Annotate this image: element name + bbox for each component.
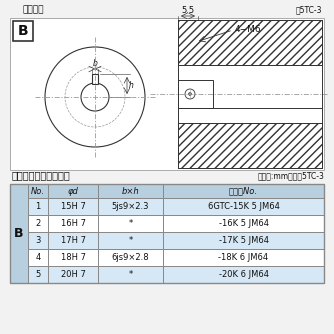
Bar: [48, 215, 98, 232]
Bar: [48, 249, 98, 266]
Bar: [178, 108, 322, 123]
Bar: [28, 184, 48, 198]
Bar: [163, 215, 324, 232]
Bar: [28, 215, 48, 232]
Text: -18K 6 JM64: -18K 6 JM64: [218, 253, 269, 262]
Text: 15H 7: 15H 7: [60, 202, 86, 211]
Text: 2: 2: [35, 219, 41, 228]
Bar: [10, 18, 324, 170]
Bar: [10, 184, 28, 283]
Text: φd: φd: [89, 95, 98, 101]
Text: *: *: [128, 219, 133, 228]
Bar: [48, 232, 98, 249]
Text: h: h: [129, 81, 134, 90]
Text: 6GTC-15K 5 JM64: 6GTC-15K 5 JM64: [207, 202, 280, 211]
Bar: [10, 184, 324, 283]
Bar: [178, 123, 322, 168]
Text: -16K 5 JM64: -16K 5 JM64: [218, 219, 269, 228]
Text: φd: φd: [67, 186, 78, 195]
Bar: [48, 184, 98, 198]
Bar: [98, 232, 163, 249]
Bar: [98, 266, 163, 283]
Bar: [163, 249, 324, 266]
Text: 4−M6: 4−M6: [235, 24, 262, 33]
Bar: [28, 249, 48, 266]
Text: *: *: [128, 270, 133, 279]
Bar: [98, 249, 163, 266]
Bar: [178, 65, 322, 80]
Text: （単位:mm）　表5TC-3: （単位:mm） 表5TC-3: [257, 171, 324, 180]
Text: *: *: [128, 236, 133, 245]
Text: 20H 7: 20H 7: [60, 270, 86, 279]
Text: b×h: b×h: [122, 186, 139, 195]
Text: 軸穴形状コードー覧表: 軸穴形状コードー覧表: [12, 170, 71, 180]
Text: コードNo.: コードNo.: [229, 186, 258, 195]
Text: b: b: [93, 59, 98, 68]
Circle shape: [45, 47, 145, 147]
Bar: [48, 198, 98, 215]
Text: 5: 5: [35, 270, 41, 279]
Text: 16H 7: 16H 7: [60, 219, 86, 228]
Text: 17H 7: 17H 7: [60, 236, 86, 245]
Bar: [178, 20, 322, 65]
Text: -20K 6 JM64: -20K 6 JM64: [218, 270, 269, 279]
Bar: [163, 232, 324, 249]
Bar: [178, 123, 322, 168]
Bar: [163, 266, 324, 283]
Text: 軸穴形状: 軸穴形状: [22, 5, 43, 14]
Bar: [178, 80, 213, 108]
Bar: [28, 266, 48, 283]
Text: 6js9×2.8: 6js9×2.8: [112, 253, 149, 262]
Bar: [98, 184, 163, 198]
Bar: [92, 74, 98, 84]
Text: -17K 5 JM64: -17K 5 JM64: [218, 236, 269, 245]
Bar: [163, 198, 324, 215]
Bar: [98, 198, 163, 215]
Text: 3: 3: [35, 236, 41, 245]
Circle shape: [81, 83, 109, 111]
Bar: [178, 20, 322, 65]
Bar: [28, 198, 48, 215]
Circle shape: [185, 89, 195, 99]
Text: 5.5: 5.5: [181, 6, 194, 15]
Text: 5js9×2.3: 5js9×2.3: [112, 202, 149, 211]
Text: 4: 4: [35, 253, 41, 262]
Bar: [48, 266, 98, 283]
Bar: [163, 184, 324, 198]
Text: 図5TC-3: 図5TC-3: [296, 5, 322, 14]
Bar: [98, 215, 163, 232]
Text: No.: No.: [31, 186, 45, 195]
Text: 18H 7: 18H 7: [60, 253, 86, 262]
Bar: [13, 21, 33, 41]
Text: B: B: [18, 24, 28, 38]
Text: B: B: [14, 227, 24, 240]
Circle shape: [188, 93, 191, 96]
Text: 1: 1: [35, 202, 41, 211]
Bar: [28, 232, 48, 249]
